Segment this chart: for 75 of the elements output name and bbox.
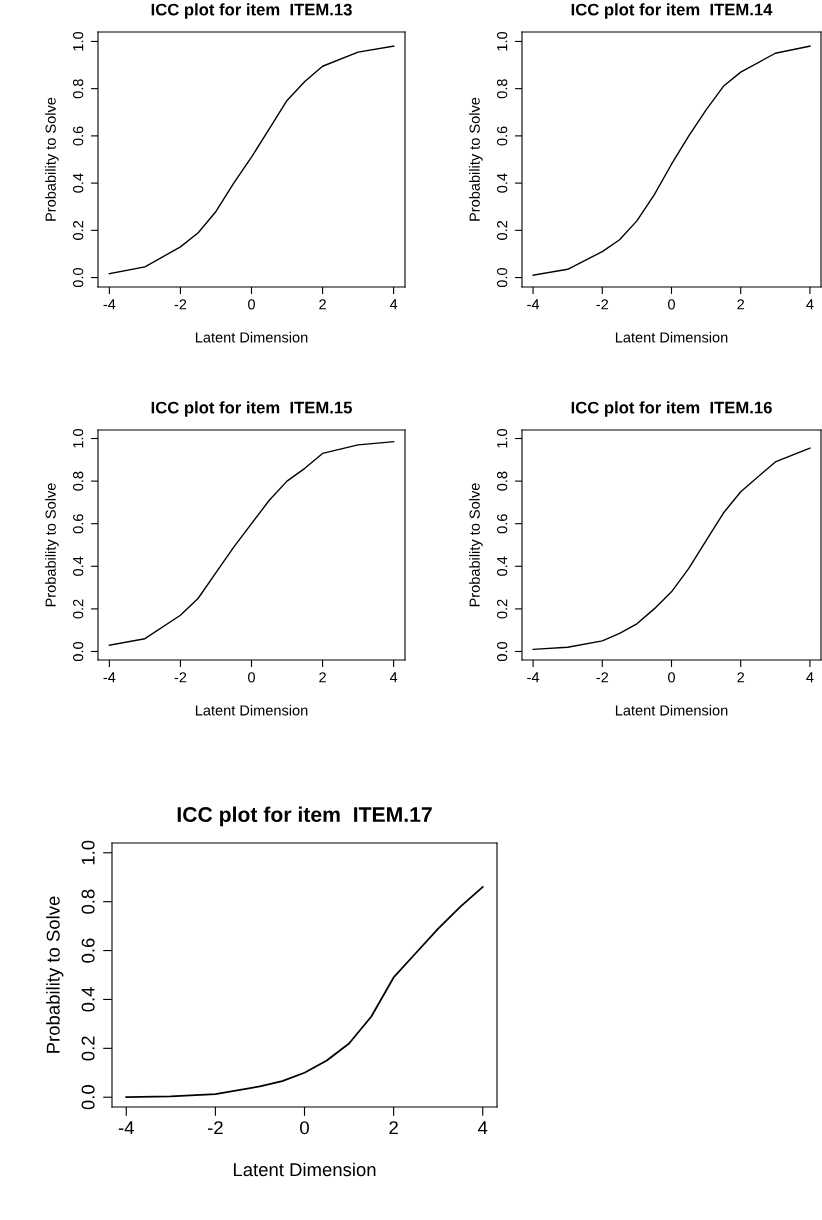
y-tick-label: 0.2 <box>81 1036 95 1061</box>
y-tick-label: 0.0 <box>72 641 84 662</box>
y-tick-label: 1.0 <box>72 428 84 448</box>
x-tick-label: -2 <box>174 672 187 683</box>
y-tick-label: 0.8 <box>72 471 84 491</box>
y-tick-label: 1.0 <box>496 428 508 448</box>
line-series <box>532 447 811 651</box>
x-tick-label: 2 <box>737 672 745 683</box>
y-tick-label: 1.0 <box>496 31 508 51</box>
x-axis-title: Latent Dimension <box>195 331 308 343</box>
x-tick-label: 2 <box>319 672 326 683</box>
y-tick-label: 0.0 <box>72 267 84 288</box>
x-tick-label: 4 <box>478 1121 488 1135</box>
x-tick-label: -4 <box>527 299 540 310</box>
y-axis-title: Probability to Solve <box>46 896 64 1053</box>
y-tick-label: 0.0 <box>496 267 508 288</box>
y-axis-title: Probability to Solve <box>469 483 483 607</box>
y-tick-label: 0.4 <box>496 556 508 576</box>
x-tick-label: -4 <box>103 299 116 310</box>
x-tick-label: 4 <box>806 672 814 683</box>
y-tick-label: 0.2 <box>72 599 84 619</box>
x-tick-label: 4 <box>389 299 398 310</box>
y-tick-label: 1.0 <box>81 840 95 865</box>
y-tick-label: 0.6 <box>81 938 95 963</box>
x-tick-label: 0 <box>300 1121 309 1135</box>
line-series <box>532 45 811 276</box>
x-axis-title: Latent Dimension <box>195 704 308 716</box>
y-tick-label: 0.0 <box>496 641 508 662</box>
y-tick-label: 0.8 <box>81 889 95 914</box>
x-tick-label: -4 <box>527 672 540 683</box>
y-tick-label: 0.4 <box>72 173 84 193</box>
line-series <box>125 886 484 1099</box>
line-series <box>108 45 395 275</box>
y-tick-label: 0.4 <box>72 556 84 576</box>
x-tick-label: -2 <box>596 299 609 310</box>
y-tick-label: 0.2 <box>72 220 84 240</box>
y-tick-label: 1.0 <box>72 31 84 51</box>
chart-title: ICC plot for item ITEM.15 <box>151 401 352 417</box>
x-tick-label: -4 <box>118 1121 134 1135</box>
x-tick-label: 0 <box>248 672 255 683</box>
y-tick-label: 0.6 <box>496 514 508 534</box>
y-tick-label: 0.4 <box>81 987 95 1012</box>
chart-title: ICC plot for item ITEM.13 <box>151 3 352 19</box>
x-tick-label: -2 <box>596 672 609 683</box>
x-tick-label: 2 <box>389 1121 398 1135</box>
x-tick-label: -2 <box>207 1121 223 1135</box>
x-axis-title: Latent Dimension <box>233 1162 376 1177</box>
y-tick-label: 0.8 <box>72 79 84 99</box>
x-axis-title: Latent Dimension <box>615 704 728 716</box>
x-tick-label: 4 <box>389 672 398 683</box>
chart-title: ICC plot for item ITEM.14 <box>571 3 773 19</box>
y-tick-label: 0.6 <box>496 126 508 146</box>
x-tick-label: -4 <box>103 672 116 683</box>
y-tick-label: 0.2 <box>496 220 508 240</box>
y-axis-title: Probability to Solve <box>469 97 483 221</box>
x-tick-label: 0 <box>668 672 675 683</box>
y-axis-title: Probability to Solve <box>45 97 59 221</box>
y-tick-label: 0.8 <box>496 79 508 99</box>
x-tick-label: 0 <box>668 299 675 310</box>
x-tick-label: 4 <box>806 299 814 310</box>
y-tick-label: 0.4 <box>496 173 508 193</box>
y-tick-label: 0.6 <box>72 126 84 146</box>
x-tick-label: 2 <box>319 299 326 310</box>
y-tick-label: 0.8 <box>496 471 508 491</box>
y-tick-label: 0.0 <box>81 1085 95 1110</box>
x-tick-label: -2 <box>174 299 187 310</box>
y-tick-label: 0.6 <box>72 514 84 534</box>
chart-title: ICC plot for item ITEM.17 <box>177 806 432 827</box>
y-tick-label: 0.2 <box>496 599 508 619</box>
x-axis-title: Latent Dimension <box>615 331 728 343</box>
chart-title: ICC plot for item ITEM.16 <box>571 401 772 417</box>
x-tick-label: 0 <box>248 299 255 310</box>
line-series <box>108 441 395 646</box>
x-tick-label: 2 <box>737 299 745 310</box>
y-axis-title: Probability to Solve <box>45 483 59 607</box>
